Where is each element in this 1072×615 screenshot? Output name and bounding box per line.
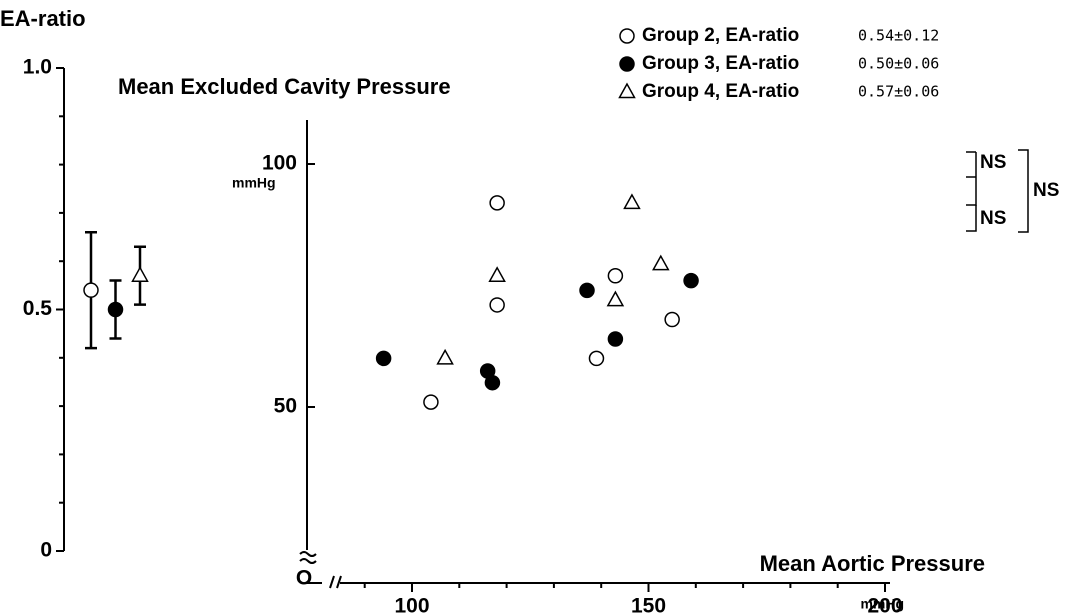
- marker: [436, 348, 454, 365]
- marker: [131, 266, 149, 282]
- legend-label: Group 3, EA-ratio: [642, 53, 799, 74]
- marker: [375, 350, 392, 367]
- origin-label: O: [296, 567, 312, 590]
- x-tick-label: 150: [631, 595, 666, 615]
- marker: [579, 282, 595, 299]
- marker: [607, 331, 624, 347]
- y-tick-label: 1.0: [23, 56, 52, 79]
- marker: [588, 350, 605, 367]
- marker: [623, 193, 641, 210]
- marker: [107, 301, 124, 318]
- y-tick-label: 0: [40, 539, 52, 562]
- y-tick-label: 100: [262, 152, 297, 175]
- y-tick-label: 0.5: [23, 297, 53, 320]
- legend-value: 0.57±0.06: [858, 83, 939, 101]
- marker: [607, 268, 624, 284]
- x-label: Mean Aortic Pressure: [760, 551, 985, 576]
- marker: [652, 254, 670, 271]
- y-tick-label: 50: [274, 395, 297, 418]
- annotation: NS: [980, 208, 1006, 229]
- bracket: [966, 151, 977, 206]
- y-unit: mmHg: [232, 175, 276, 191]
- annotation: NS: [980, 152, 1006, 173]
- marker: [484, 374, 501, 391]
- bracket: [966, 149, 1029, 233]
- right-title: Mean Excluded Cavity Pressure: [118, 74, 451, 99]
- legend-label: Group 2, EA-ratio: [642, 25, 799, 46]
- x-unit: mmHg: [860, 596, 904, 612]
- marker: [664, 311, 680, 328]
- legend-label: Group 4, EA-ratio: [642, 81, 799, 102]
- marker: [606, 290, 625, 307]
- marker: [683, 272, 699, 289]
- x-tick-label: 100: [394, 595, 429, 615]
- legend-value: 0.50±0.06: [858, 55, 939, 73]
- marker: [423, 394, 439, 410]
- left-y-label: EA-ratio: [0, 6, 86, 31]
- legend-marker: [618, 82, 636, 99]
- y-break: [299, 551, 317, 564]
- x-tick-label: 200: [867, 595, 902, 615]
- marker: [489, 297, 505, 313]
- x-axis-line: [307, 575, 890, 589]
- marker: [489, 195, 505, 211]
- legend-marker: [619, 56, 635, 72]
- legend-marker: [619, 28, 635, 44]
- marker: [83, 282, 99, 298]
- annotation: NS: [1033, 180, 1059, 201]
- marker: [488, 266, 506, 283]
- legend-value: 0.54±0.12: [858, 27, 939, 45]
